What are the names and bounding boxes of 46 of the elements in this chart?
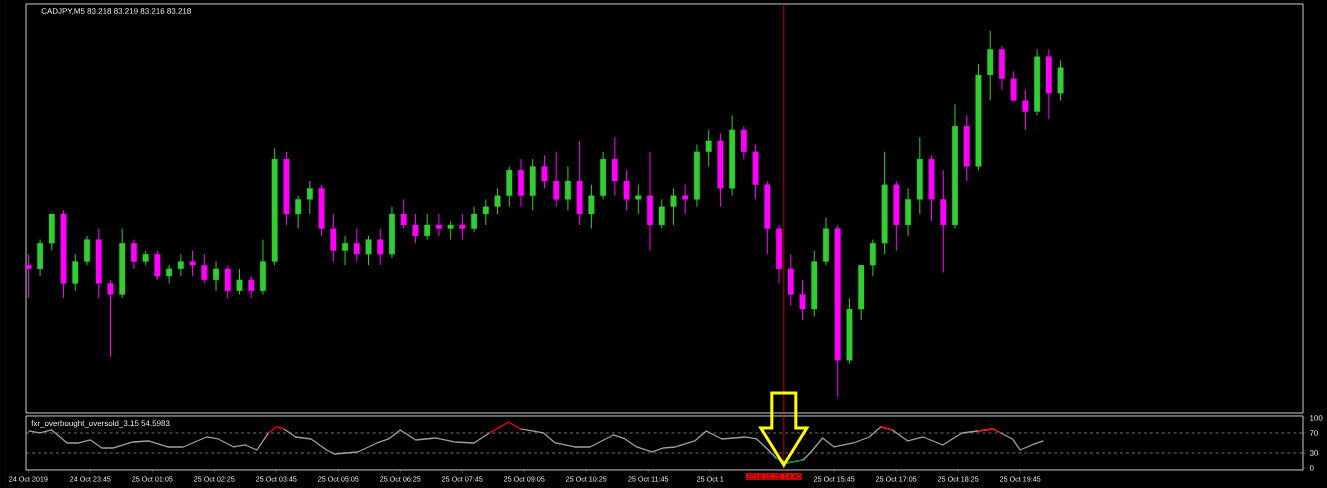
candlestick xyxy=(412,213,419,244)
candlestick xyxy=(424,213,431,241)
candlestick xyxy=(224,264,231,299)
candlestick xyxy=(306,180,313,215)
candlestick xyxy=(869,239,876,277)
candlestick xyxy=(365,235,372,266)
candlestick xyxy=(353,228,360,263)
candlestick xyxy=(84,235,90,266)
candlestick xyxy=(107,279,114,358)
candlestick xyxy=(201,253,208,284)
candlestick xyxy=(177,253,184,277)
candlestick xyxy=(330,213,337,263)
candlestick xyxy=(166,264,173,284)
candlestick xyxy=(236,268,243,295)
candlestick xyxy=(130,239,137,270)
candlestick xyxy=(342,235,349,266)
candlestick xyxy=(213,261,219,292)
candlestick xyxy=(377,228,384,266)
candlestick xyxy=(471,206,478,233)
candlestick xyxy=(447,220,454,241)
candlestick xyxy=(611,136,618,197)
candlestick xyxy=(1010,70,1017,102)
candlestick xyxy=(564,165,571,211)
candlestick xyxy=(705,129,712,167)
candlestick xyxy=(72,253,79,292)
candlestick xyxy=(1022,89,1029,131)
candlestick xyxy=(670,187,677,226)
candlestick xyxy=(541,154,548,189)
candlestick xyxy=(154,250,161,281)
candlestick xyxy=(482,198,489,226)
candlestick xyxy=(295,195,302,230)
candlestick xyxy=(588,184,595,230)
candlestick xyxy=(25,253,32,299)
candlestick xyxy=(494,187,501,215)
candlestick xyxy=(799,279,806,321)
candlestick xyxy=(400,198,407,230)
candlestick xyxy=(682,184,689,215)
candlestick xyxy=(658,198,665,230)
candlestick xyxy=(459,213,466,241)
candlestick xyxy=(248,275,255,299)
candlestick xyxy=(189,250,196,277)
candlestick xyxy=(740,125,747,160)
candlestick xyxy=(623,169,630,211)
candlestick xyxy=(435,213,442,237)
candlestick xyxy=(635,184,642,215)
candlestick xyxy=(553,151,560,208)
